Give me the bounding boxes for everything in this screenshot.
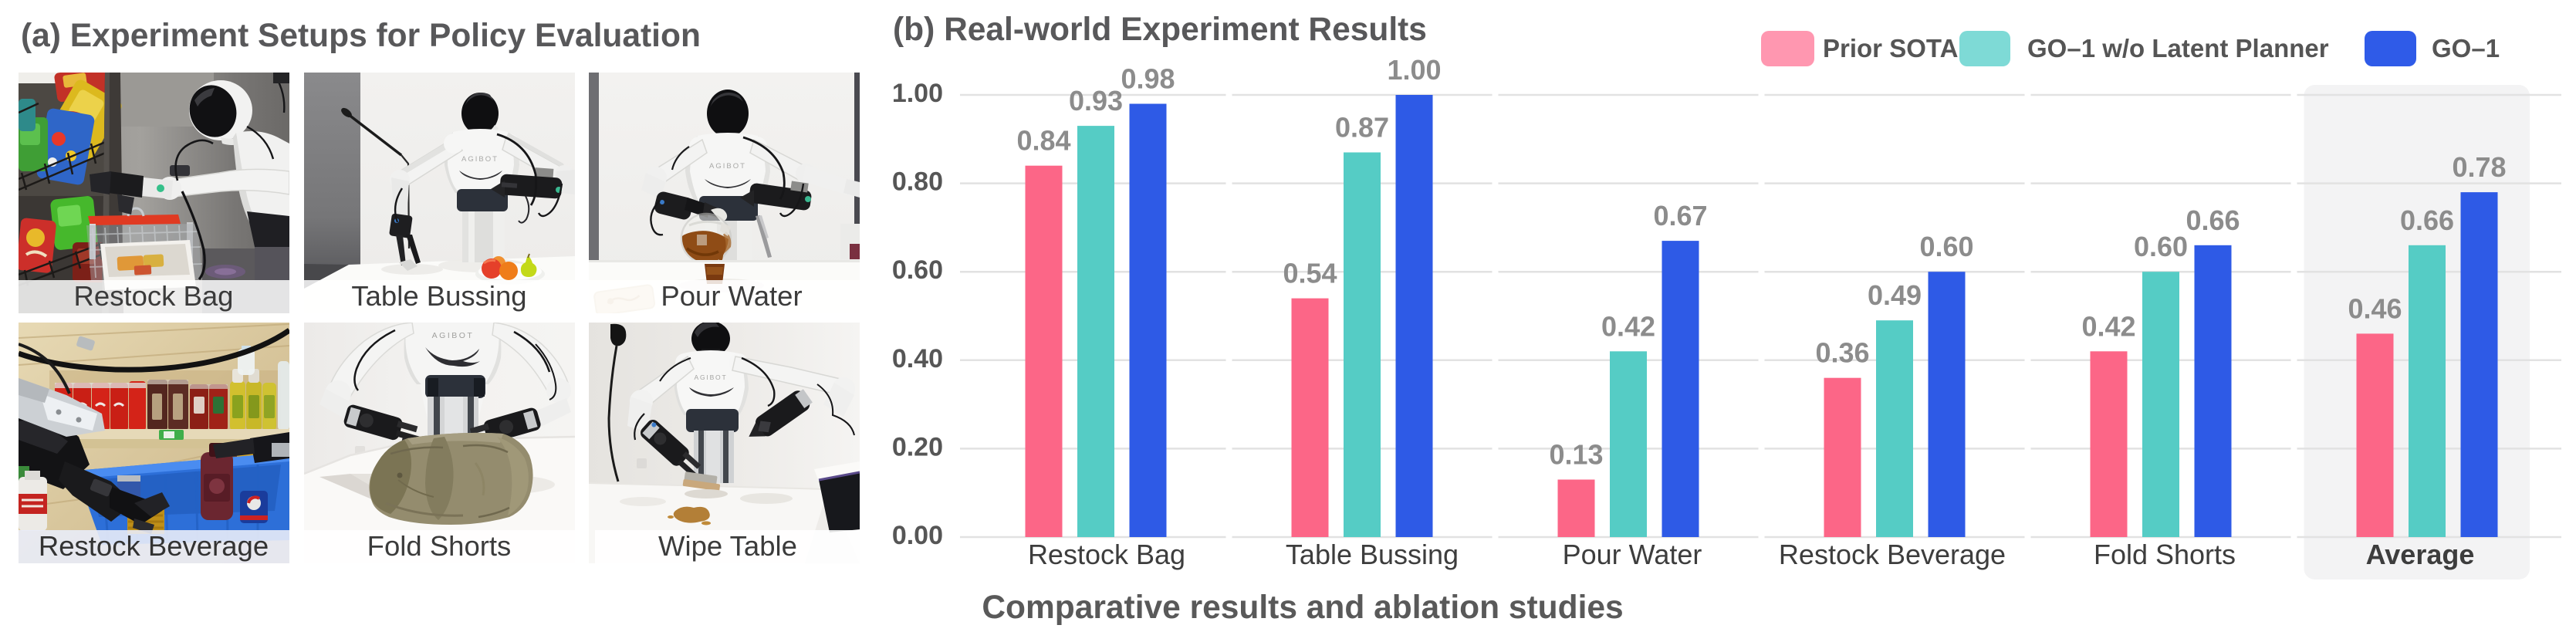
svg-text:0.40: 0.40 bbox=[892, 344, 943, 373]
svg-text:Restock Beverage: Restock Beverage bbox=[1779, 539, 2006, 570]
svg-text:0.67: 0.67 bbox=[1653, 200, 1707, 231]
svg-text:Table Bussing: Table Bussing bbox=[351, 280, 526, 312]
svg-text:AGIBOT: AGIBOT bbox=[695, 373, 728, 381]
svg-text:0.66: 0.66 bbox=[2400, 204, 2454, 236]
svg-text:0.46: 0.46 bbox=[2348, 292, 2402, 324]
svg-text:Average: Average bbox=[2366, 539, 2475, 570]
svg-text:0.54: 0.54 bbox=[1283, 258, 1337, 289]
svg-text:1.00: 1.00 bbox=[892, 79, 943, 108]
svg-text:0.36: 0.36 bbox=[1815, 337, 1869, 369]
svg-text:0.80: 0.80 bbox=[892, 167, 943, 197]
svg-text:0.60: 0.60 bbox=[892, 255, 943, 285]
svg-text:Fold Shorts: Fold Shorts bbox=[367, 530, 512, 562]
svg-text:0.49: 0.49 bbox=[1868, 279, 1922, 311]
svg-text:AGIBOT: AGIBOT bbox=[461, 155, 499, 164]
svg-text:0.84: 0.84 bbox=[1016, 125, 1070, 157]
svg-text:Pour Water: Pour Water bbox=[1563, 539, 1702, 570]
svg-text:0.98: 0.98 bbox=[1121, 63, 1175, 95]
svg-text:Fold Shorts: Fold Shorts bbox=[2094, 539, 2236, 570]
svg-text:0.42: 0.42 bbox=[1601, 310, 1655, 342]
svg-text:Pour Water: Pour Water bbox=[661, 280, 802, 312]
svg-text:0.60: 0.60 bbox=[1919, 231, 1973, 262]
svg-text:Table Bussing: Table Bussing bbox=[1286, 539, 1459, 570]
svg-text:1.00: 1.00 bbox=[1387, 54, 1441, 86]
svg-text:0.66: 0.66 bbox=[2186, 204, 2240, 236]
svg-text:Restock Beverage: Restock Beverage bbox=[39, 530, 269, 562]
svg-text:Restock Bag: Restock Bag bbox=[1028, 539, 1185, 570]
svg-text:0.87: 0.87 bbox=[1335, 112, 1389, 144]
svg-text:0.20: 0.20 bbox=[892, 432, 943, 461]
svg-text:AGIBOT: AGIBOT bbox=[709, 162, 746, 171]
svg-text:0.13: 0.13 bbox=[1549, 439, 1603, 471]
svg-text:0.78: 0.78 bbox=[2452, 151, 2506, 183]
svg-text:Wipe Table: Wipe Table bbox=[658, 530, 797, 562]
svg-text:Restock Bag: Restock Bag bbox=[74, 280, 234, 312]
svg-text:0.42: 0.42 bbox=[2081, 310, 2135, 342]
svg-text:AGIBOT: AGIBOT bbox=[432, 331, 475, 340]
svg-text:0.93: 0.93 bbox=[1069, 85, 1123, 117]
svg-text:0.00: 0.00 bbox=[892, 521, 943, 550]
svg-text:0.60: 0.60 bbox=[2134, 231, 2188, 262]
